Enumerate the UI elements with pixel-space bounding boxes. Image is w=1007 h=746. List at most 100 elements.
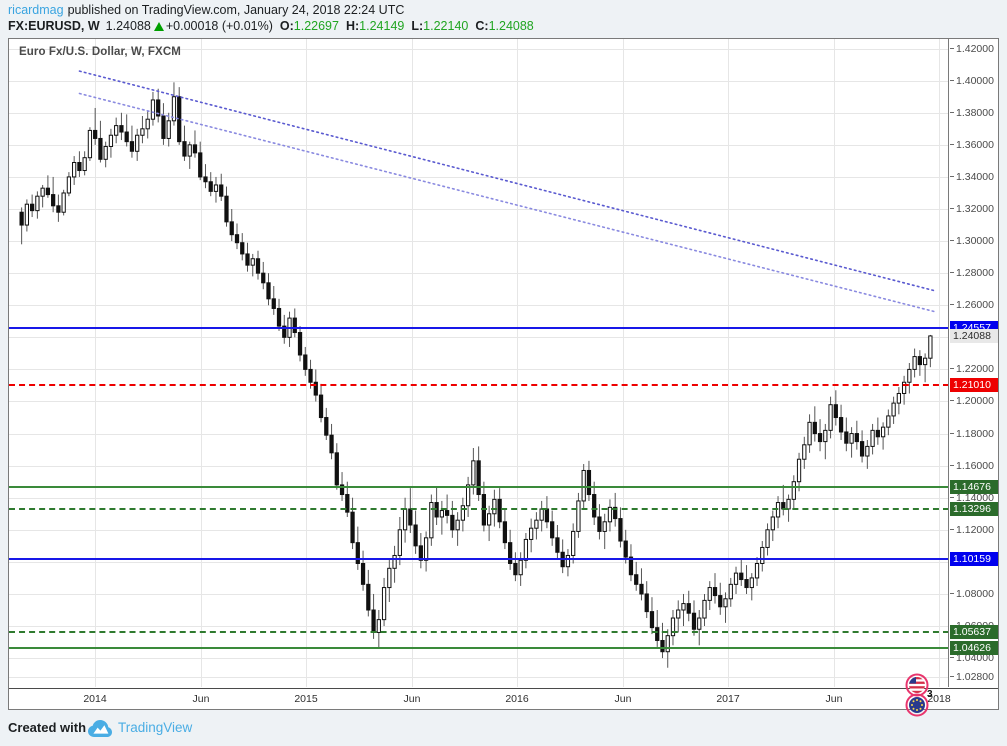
candlestick bbox=[802, 436, 807, 469]
candlestick bbox=[318, 383, 324, 423]
time-axis[interactable]: 2014 Jun 2015 Jun 2016 Jun 2017 Jun 2018 bbox=[9, 688, 998, 709]
candlestick bbox=[51, 176, 56, 213]
candlestick bbox=[308, 359, 313, 389]
grid-line-horizontal bbox=[9, 658, 948, 659]
tradingview-brand[interactable]: TradingView bbox=[118, 720, 193, 735]
candlestick bbox=[655, 610, 660, 647]
symbol-label[interactable]: FX:EURUSD, W bbox=[8, 19, 100, 33]
grid-line-vertical bbox=[834, 39, 835, 687]
chart-title: Euro Fx/U.S. Dollar, W, FXCM bbox=[19, 46, 181, 58]
price-axis[interactable]: 1.42000 1.40000 1.38000 1.36000 1.34000 1.320… bbox=[950, 39, 998, 687]
price-level-label[interactable]: 1.21010 bbox=[950, 378, 998, 392]
candlestick bbox=[854, 420, 859, 450]
candlestick bbox=[129, 125, 135, 158]
candlestick bbox=[93, 107, 98, 145]
candlestick bbox=[324, 407, 329, 440]
candlestick bbox=[261, 261, 266, 290]
candlestick bbox=[245, 242, 250, 272]
candlestick bbox=[928, 334, 933, 368]
event-count-badge: 3 bbox=[927, 689, 933, 700]
price-axis-tick: 1.22000 bbox=[950, 363, 998, 375]
candlestick bbox=[660, 622, 665, 659]
grid-line-vertical bbox=[95, 39, 96, 687]
candlestick bbox=[208, 172, 213, 197]
grid-line-horizontal bbox=[9, 81, 948, 82]
candlestick bbox=[676, 600, 681, 633]
price-level-label[interactable]: 1.24088 bbox=[950, 329, 998, 343]
candlestick bbox=[623, 529, 628, 564]
candlestick bbox=[886, 409, 891, 436]
chart-footer: Created with TradingView bbox=[0, 712, 1007, 746]
candlestick bbox=[639, 568, 644, 601]
candlestick bbox=[907, 363, 912, 394]
candlestick bbox=[182, 125, 187, 161]
candlestick bbox=[35, 191, 40, 219]
upper-descending-channel bbox=[78, 70, 936, 292]
candlestick bbox=[691, 600, 697, 636]
price-level-line[interactable] bbox=[9, 486, 948, 488]
chart-header: ricardmag published on TradingView.com, J… bbox=[0, 0, 1007, 34]
price-level-line[interactable] bbox=[9, 508, 948, 510]
candlestick bbox=[334, 443, 339, 490]
candlestick bbox=[875, 417, 880, 445]
grid-line-horizontal bbox=[9, 273, 948, 274]
price-level-line[interactable] bbox=[9, 631, 948, 633]
candlestick bbox=[297, 326, 303, 362]
time-axis-tick: 2017 bbox=[716, 693, 740, 705]
candlestick bbox=[460, 497, 465, 532]
candlestick bbox=[219, 173, 224, 201]
candlestick bbox=[649, 597, 655, 635]
author-name[interactable]: ricardmag bbox=[8, 3, 64, 17]
candlestick bbox=[213, 176, 219, 203]
price-axis-tick: 1.18000 bbox=[950, 428, 998, 440]
candlestick bbox=[618, 507, 623, 548]
candlestick bbox=[838, 404, 844, 440]
candlestick bbox=[465, 476, 471, 517]
price-level-label[interactable]: 1.10159 bbox=[950, 552, 998, 566]
candlestick bbox=[114, 117, 119, 144]
candlestick bbox=[702, 593, 707, 627]
candlestick bbox=[455, 512, 460, 546]
candlestick bbox=[896, 387, 901, 415]
candlestick bbox=[56, 194, 61, 222]
candlestick bbox=[276, 298, 282, 331]
candlestick bbox=[140, 115, 145, 144]
candlestick bbox=[859, 430, 865, 463]
price-level-label[interactable]: 1.04626 bbox=[950, 641, 998, 655]
candlestick bbox=[765, 523, 770, 556]
price-level-label[interactable]: 1.05637 bbox=[950, 625, 998, 639]
price-level-line[interactable] bbox=[9, 558, 948, 560]
price-axis-tick: 1.14000 bbox=[950, 492, 998, 504]
candlestick bbox=[98, 120, 103, 163]
candlestick bbox=[686, 590, 691, 622]
grid-line-vertical bbox=[517, 39, 518, 687]
price-level-label[interactable]: 1.13296 bbox=[950, 502, 998, 516]
candlestick bbox=[550, 510, 555, 546]
grid-line-horizontal bbox=[9, 434, 948, 435]
candlestick bbox=[366, 569, 371, 617]
candlestick bbox=[187, 141, 192, 169]
eu-flag-event-icon[interactable] bbox=[905, 693, 929, 717]
grid-line-horizontal bbox=[9, 337, 948, 338]
price-level-label[interactable]: 1.14676 bbox=[950, 480, 998, 494]
time-axis-tick: 2018 bbox=[927, 693, 951, 705]
price-plot-area[interactable]: Euro Fx/U.S. Dollar, W, FXCM bbox=[9, 39, 949, 687]
candlestick bbox=[901, 375, 907, 405]
candlestick bbox=[203, 164, 208, 189]
price-level-line[interactable] bbox=[9, 327, 948, 329]
candlestick bbox=[922, 353, 928, 383]
candlestick bbox=[634, 561, 639, 591]
grid-line-horizontal bbox=[9, 369, 948, 370]
candlestick bbox=[502, 508, 508, 550]
candlestick bbox=[571, 523, 576, 564]
price-axis-tick: 1.26000 bbox=[950, 299, 998, 311]
candlestick bbox=[823, 423, 828, 460]
candlestick bbox=[754, 557, 760, 586]
us-flag-event-icon[interactable] bbox=[905, 673, 929, 697]
candlestick bbox=[61, 189, 66, 216]
candlestick bbox=[812, 406, 817, 442]
price-level-line[interactable] bbox=[9, 647, 948, 649]
candlestick bbox=[707, 581, 712, 611]
price-level-line[interactable] bbox=[9, 384, 948, 386]
candlestick bbox=[450, 500, 455, 538]
